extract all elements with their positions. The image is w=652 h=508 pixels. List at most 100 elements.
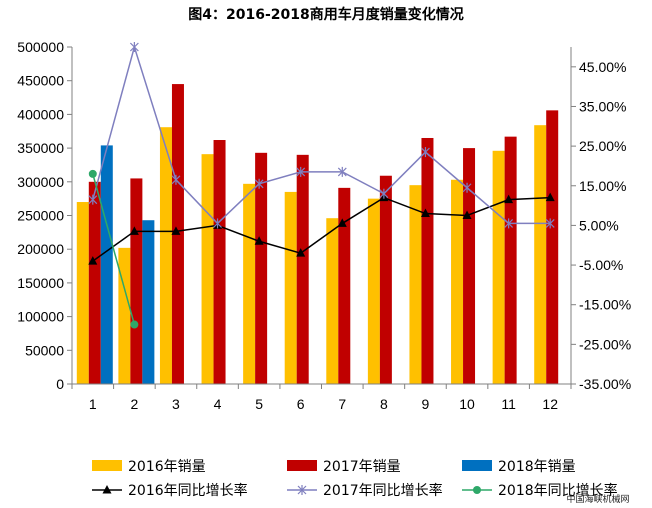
bar-2018-month-2: [142, 220, 155, 384]
y-right-tick-label: -5.00%: [579, 257, 623, 273]
lines-layer: [88, 42, 555, 329]
bar-2016-month-9: [409, 185, 422, 384]
y-right-tick-label: -15.00%: [579, 297, 631, 313]
y-right-tick-label: 45.00%: [579, 59, 626, 75]
axes-layer: 0500001000001500002000002500003000003500…: [17, 39, 631, 412]
point-2018-growth-month-1: [88, 169, 97, 178]
point-2017-growth-month-6: [296, 166, 306, 177]
source-text: 中国海峡机械网: [566, 493, 629, 505]
bar-2016-month-10: [451, 179, 464, 384]
point-2017-growth-month-5: [254, 178, 264, 189]
point-2016-growth-month-6: [296, 248, 306, 257]
point-2016-growth-month-9: [420, 208, 430, 218]
point-2016-growth-month-11: [504, 194, 514, 204]
point-2016-growth-month-3: [171, 226, 181, 235]
bar-2017-month-4: [213, 140, 226, 384]
legend-marker-2017-growth: [297, 485, 307, 495]
chart-title: 图4：2016-2018商用车月度销量变化情况: [188, 6, 463, 23]
bar-2017-month-2: [130, 178, 143, 384]
bar-2017-month-5: [255, 152, 268, 384]
point-2016-growth-month-7: [337, 218, 347, 227]
y-left-tick-label: 150000: [17, 275, 64, 291]
x-tick-label: 9: [422, 396, 430, 412]
point-2017-growth-month-1: [88, 194, 98, 205]
legend-label-2018-growth: 2018年同比增长率: [498, 482, 618, 499]
x-tick-label: 7: [338, 396, 346, 412]
bar-2016-month-5: [243, 183, 256, 384]
point-2017-growth-month-12: [545, 218, 555, 229]
line-2017-growth: [92, 44, 551, 225]
legend-marker-2018-growth: [473, 486, 481, 494]
x-tick-label: 8: [380, 396, 388, 412]
point-2016-growth-month-10: [462, 210, 472, 219]
bar-2016-month-11: [492, 150, 505, 384]
bar-2016-month-6: [284, 191, 297, 384]
legend-label-2017-growth: 2017年同比增长率: [323, 482, 443, 499]
point-2017-growth-month-8: [379, 188, 389, 199]
point-2016-growth-month-1: [88, 256, 98, 265]
bar-2016-month-4: [201, 154, 214, 384]
point-2016-growth-month-5: [254, 236, 264, 245]
bar-2017-month-11: [504, 136, 517, 384]
y-left-tick-label: 50000: [25, 342, 64, 358]
y-left-tick-label: 300000: [17, 174, 64, 190]
line-2018-growth: [92, 173, 136, 325]
bar-2017-month-6: [296, 154, 309, 384]
x-tick-label: 6: [297, 396, 305, 412]
x-tick-label: 12: [542, 396, 558, 412]
bar-2016-month-1: [76, 202, 89, 384]
legend-swatch-2017-sales: [287, 460, 317, 471]
bar-2017-month-8: [379, 175, 392, 384]
legend-label-2016-growth: 2016年同比增长率: [128, 482, 248, 499]
x-tick-label: 1: [89, 396, 97, 412]
y-left-tick-label: 400000: [17, 106, 64, 122]
legend-marker-2016-growth: [102, 485, 112, 494]
bar-2016-month-12: [534, 125, 547, 385]
bar-2017-month-9: [421, 137, 434, 384]
point-2016-growth-month-12: [545, 192, 555, 202]
y-left-tick-label: 200000: [17, 241, 64, 257]
y-left-tick-label: 500000: [17, 39, 64, 55]
bar-2017-month-7: [338, 187, 351, 384]
x-tick-label: 10: [459, 396, 475, 412]
x-tick-label: 2: [130, 396, 138, 412]
bar-2018-month-1: [100, 145, 113, 384]
bar-2016-month-8: [367, 198, 380, 384]
x-tick-label: 4: [214, 396, 222, 412]
y-right-tick-label: 35.00%: [579, 98, 626, 114]
point-2017-growth-month-11: [504, 218, 514, 229]
legend: 2016年销量 2017年销量 2018年销量 2016年同比增长率 2017年同比增长…: [92, 459, 618, 499]
bars-layer: [76, 84, 559, 385]
legend-label-2016-sales: 2016年销量: [128, 459, 206, 475]
point-2016-growth-month-2: [129, 226, 139, 235]
y-left-tick-label: 100000: [17, 309, 64, 325]
legend-label-2018-sales: 2018年销量: [498, 459, 576, 475]
x-tick-label: 3: [172, 396, 180, 412]
legend-swatch-2016-sales: [92, 460, 122, 471]
bar-2016-month-2: [118, 247, 131, 384]
point-2017-growth-month-2: [129, 42, 139, 52]
bar-2017-month-10: [463, 148, 476, 384]
line-2016-growth: [92, 196, 551, 262]
bar-2017-month-1: [88, 181, 101, 384]
y-right-tick-label: 25.00%: [579, 138, 626, 154]
point-2017-growth-month-3: [171, 174, 181, 185]
point-2017-growth-month-10: [462, 182, 472, 193]
y-left-tick-label: 0: [56, 376, 64, 392]
bar-2017-month-12: [546, 110, 559, 384]
x-tick-label: 11: [501, 396, 516, 412]
y-right-tick-label: 15.00%: [579, 178, 626, 194]
legend-label-2017-sales: 2017年销量: [323, 459, 401, 475]
y-left-tick-label: 350000: [17, 140, 64, 156]
point-2018-growth-month-2: [130, 320, 139, 329]
bar-2016-month-3: [159, 127, 172, 385]
y-right-tick-label: -25.00%: [579, 336, 631, 352]
y-right-tick-label: -35.00%: [579, 376, 631, 392]
bar-2016-month-7: [326, 218, 339, 384]
legend-swatch-2018-sales: [462, 460, 492, 471]
point-2017-growth-month-9: [421, 147, 430, 158]
point-2017-growth-month-7: [337, 166, 347, 177]
y-left-tick-label: 450000: [17, 73, 64, 89]
y-left-tick-label: 250000: [17, 208, 64, 224]
